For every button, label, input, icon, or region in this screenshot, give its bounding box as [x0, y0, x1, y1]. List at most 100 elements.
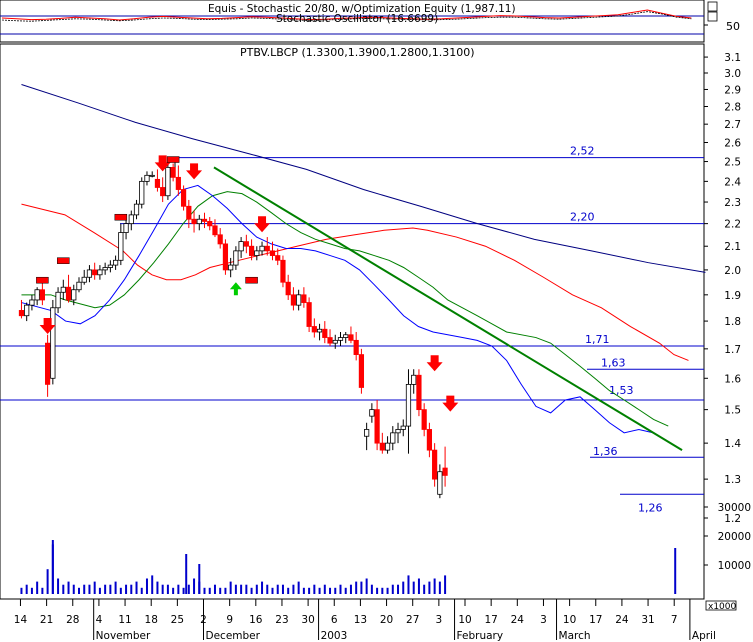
candle-body — [217, 234, 223, 245]
candle-body — [165, 167, 171, 197]
candle-body — [118, 232, 124, 261]
candle-body — [358, 354, 365, 388]
level-label: 1,36 — [593, 445, 618, 458]
month-label: March — [559, 630, 591, 642]
volume-unit-label: x1000 — [708, 602, 737, 612]
candle-body — [280, 259, 286, 283]
candle-body — [390, 432, 396, 444]
scroll-down-button[interactable] — [707, 11, 718, 22]
moving-average-line — [21, 191, 669, 427]
candle-body — [243, 241, 249, 247]
candle-body — [384, 442, 391, 451]
price-tick-label: 1.8 — [724, 316, 741, 328]
candle-body — [316, 328, 323, 333]
moving-averages — [21, 83, 706, 434]
level-label: 1,26 — [638, 501, 663, 514]
candle-body — [34, 289, 40, 301]
date-tick-label: 20 — [380, 614, 393, 626]
level-label: 1,63 — [601, 356, 626, 369]
date-axis: 1421284111825291623306132027310172431017… — [14, 599, 716, 642]
candle-body — [207, 221, 213, 227]
indicator-tick-50: 50 — [726, 20, 740, 33]
moving-average-line — [21, 203, 689, 361]
buy-marker-icon — [57, 257, 70, 264]
sell-arrow-icon — [186, 163, 203, 180]
candle-body — [400, 425, 406, 430]
candle-body — [55, 291, 61, 309]
month-label: February — [457, 630, 504, 642]
oscillator-line-red — [1, 9, 692, 21]
price-tick-label: 1.3 — [724, 474, 741, 486]
candle-body — [327, 337, 333, 344]
volume-bars — [20, 540, 677, 594]
date-tick-label: 28 — [66, 614, 79, 626]
price-tick-label: 1.7 — [724, 344, 741, 356]
candle-body — [437, 471, 443, 495]
candle-body — [311, 326, 317, 333]
date-tick-label: 3 — [540, 614, 547, 626]
date-tick-label: 23 — [275, 614, 288, 626]
candle-body — [306, 302, 312, 327]
candle-body — [24, 304, 30, 317]
price-tick-label: 2.0 — [724, 265, 741, 277]
price-tick-label: 1.9 — [724, 290, 741, 302]
date-tick-label: 25 — [171, 614, 184, 626]
date-tick-label: 17 — [589, 614, 602, 626]
date-tick-label: 9 — [226, 614, 233, 626]
chart-title: PTBV.LBCP (1.3300,1.3900,1.2800,1.3100) — [240, 46, 475, 59]
sell-arrow-icon — [442, 395, 459, 412]
price-tick-label: 3.0 — [724, 68, 741, 80]
price-tick-label: 2.3 — [724, 197, 741, 209]
volume-tick-label: 10000 — [718, 560, 751, 572]
candle-body — [222, 243, 229, 271]
candle-body — [60, 286, 66, 293]
price-tick-label: 2.7 — [724, 119, 741, 131]
volume-axis: 10000 20000 30000 — [704, 502, 751, 572]
month-label: 2003 — [321, 630, 348, 642]
candle-body — [123, 223, 129, 233]
candle-body — [442, 467, 448, 476]
date-tick-label: 10 — [458, 614, 471, 626]
candle-body — [369, 409, 375, 417]
date-tick-label: 24 — [615, 614, 629, 626]
candle-body — [254, 250, 260, 256]
date-tick-label: 10 — [563, 614, 576, 626]
candle-body — [228, 264, 234, 271]
date-tick-label: 21 — [40, 614, 53, 626]
candle-body — [290, 294, 297, 306]
date-tick-label: 18 — [145, 614, 158, 626]
candle-body — [264, 245, 270, 252]
candle-body — [233, 250, 239, 266]
date-tick-label: 17 — [484, 614, 497, 626]
month-label: April — [692, 630, 716, 642]
price-tick-label: 3.1 — [724, 52, 741, 64]
candle-body — [86, 269, 93, 278]
date-tick-label: 4 — [96, 614, 103, 626]
candle-body — [18, 310, 25, 317]
oscillator-lines — [1, 9, 692, 22]
candle-body — [39, 289, 45, 301]
candle-body — [65, 286, 72, 301]
oscillator-line-black — [1, 11, 692, 22]
candle-body — [160, 187, 166, 197]
sell-arrow-icon — [39, 317, 56, 334]
buy-marker-icon — [36, 276, 49, 284]
sell-arrow-icon — [426, 355, 443, 372]
candle-body — [416, 374, 422, 411]
candle-body — [180, 189, 187, 207]
volume-tick-label: 20000 — [718, 531, 751, 543]
candle-body — [149, 174, 155, 177]
sell-arrow-icon — [254, 216, 271, 233]
price-tick-label: 2.5 — [724, 157, 741, 169]
candle-body — [107, 264, 113, 268]
candle-body — [426, 429, 433, 451]
candle-body — [421, 409, 427, 430]
candle-body — [45, 342, 51, 385]
candle-body — [238, 241, 244, 252]
candle-body — [97, 269, 103, 276]
candle-body — [191, 218, 197, 225]
candle-body — [113, 259, 119, 266]
scroll-up-button[interactable] — [707, 1, 718, 12]
